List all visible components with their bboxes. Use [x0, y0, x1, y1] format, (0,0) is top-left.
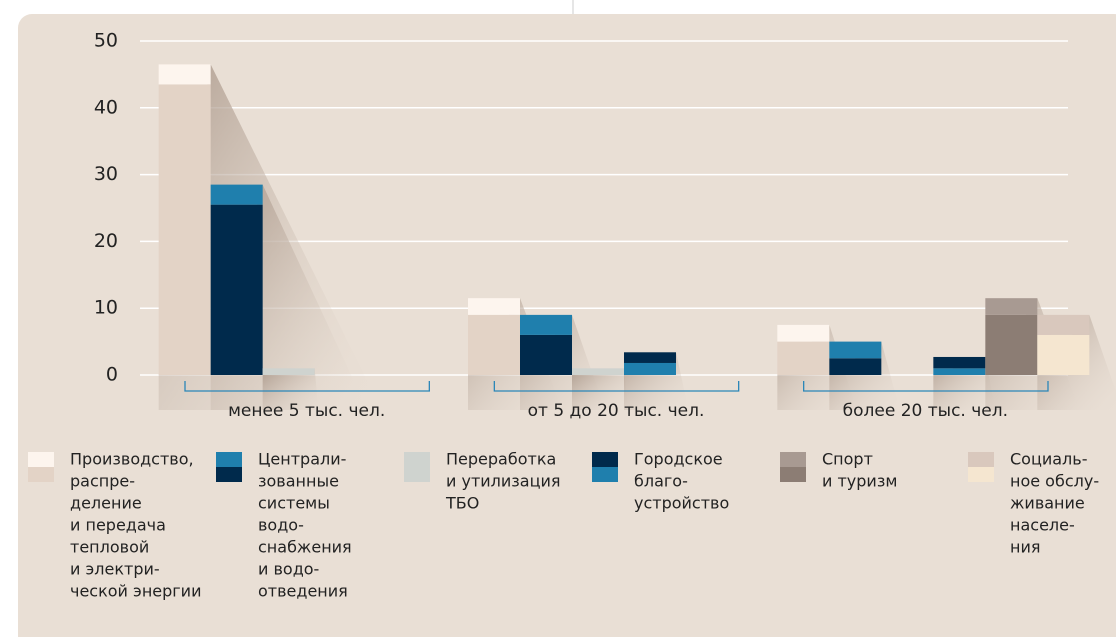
group-bracket [184, 381, 430, 392]
legend-label: Централи- [258, 450, 346, 469]
bar-segment [1037, 334, 1090, 375]
legend-label: благо- [634, 472, 688, 491]
legend-swatch [968, 467, 994, 482]
legend-label: ческой энергии [70, 582, 201, 601]
bar-segment [624, 352, 676, 363]
legend-swatch [216, 452, 242, 467]
legend-label: ния [1010, 538, 1040, 557]
legend-swatch [28, 452, 54, 467]
legend-label: и электри- [70, 560, 160, 579]
y-tick-label: 10 [94, 297, 118, 319]
legend-label: отведения [258, 582, 348, 601]
bar-segment [933, 368, 986, 375]
legend-label: системы [258, 494, 330, 513]
legend-label: и водо- [258, 560, 319, 579]
x-tick-label: от 5 до 20 тыс. чел. [528, 401, 705, 421]
y-tick-label: 50 [94, 30, 118, 52]
legend-label: Социаль- [1010, 450, 1087, 469]
group-bracket [493, 381, 740, 392]
bar-segment [468, 298, 520, 315]
legend-label: ТБО [445, 494, 479, 513]
legend-label: снабжения [258, 538, 352, 557]
y-tick-label: 30 [94, 163, 118, 185]
bar-segment [520, 334, 572, 375]
bar-segment [624, 362, 676, 375]
legend-label: устройство [634, 494, 729, 513]
bar-segment [210, 204, 263, 375]
bar-segment [777, 324, 830, 342]
legend-label: и утилизация [446, 472, 561, 491]
legend-swatch [216, 467, 242, 482]
legend-label: Городское [634, 450, 723, 469]
legend-label: водо- [258, 516, 304, 535]
x-tick-label: более 20 тыс. чел. [843, 401, 1008, 421]
y-tick-label: 40 [94, 96, 118, 118]
legend-label: распре- [70, 472, 135, 491]
bar-segment [829, 341, 882, 359]
legend-swatch [28, 467, 54, 482]
legend-label: деление [70, 494, 142, 513]
legend-swatch [780, 452, 806, 467]
legend-swatch [780, 467, 806, 482]
bar-shadow [262, 368, 319, 410]
bar-segment [933, 356, 986, 369]
bar-segment [158, 84, 211, 376]
legend-swatch [404, 452, 430, 482]
legend-label: зованные [258, 472, 339, 491]
bar-segment [985, 298, 1038, 315]
legend-swatch [592, 452, 618, 467]
y-tick-label: 0 [106, 364, 118, 386]
bar-segment [262, 368, 315, 375]
legend-label: Переработка [446, 450, 556, 469]
bar-shadow [572, 368, 628, 410]
legend-label: Спорт [822, 450, 873, 469]
legend-label: и передача [70, 516, 166, 535]
legend-label: тепловой [70, 538, 149, 557]
legend-label: ное обслу- [1010, 472, 1099, 491]
bar-segment [985, 314, 1038, 375]
legend-swatch [968, 452, 994, 467]
bar-segment [1037, 314, 1090, 335]
legend-swatch [592, 467, 618, 482]
bar-segment [572, 368, 624, 375]
bar-segment [777, 341, 830, 375]
legend-label: живание [1010, 494, 1085, 513]
x-tick-label: менее 5 тыс. чел. [228, 401, 385, 421]
legend-label: Производство, [70, 450, 194, 469]
bar-segment [468, 314, 520, 375]
bar-segment [210, 184, 263, 205]
bar-shadow [829, 341, 900, 410]
bar-segment [829, 358, 882, 375]
legend-label: населе- [1010, 516, 1075, 535]
bar-segment [520, 314, 572, 335]
bar-segment [158, 64, 211, 85]
y-tick-label: 20 [94, 230, 118, 252]
group-bracket [803, 381, 1049, 392]
legend-label: и туризм [822, 472, 897, 491]
